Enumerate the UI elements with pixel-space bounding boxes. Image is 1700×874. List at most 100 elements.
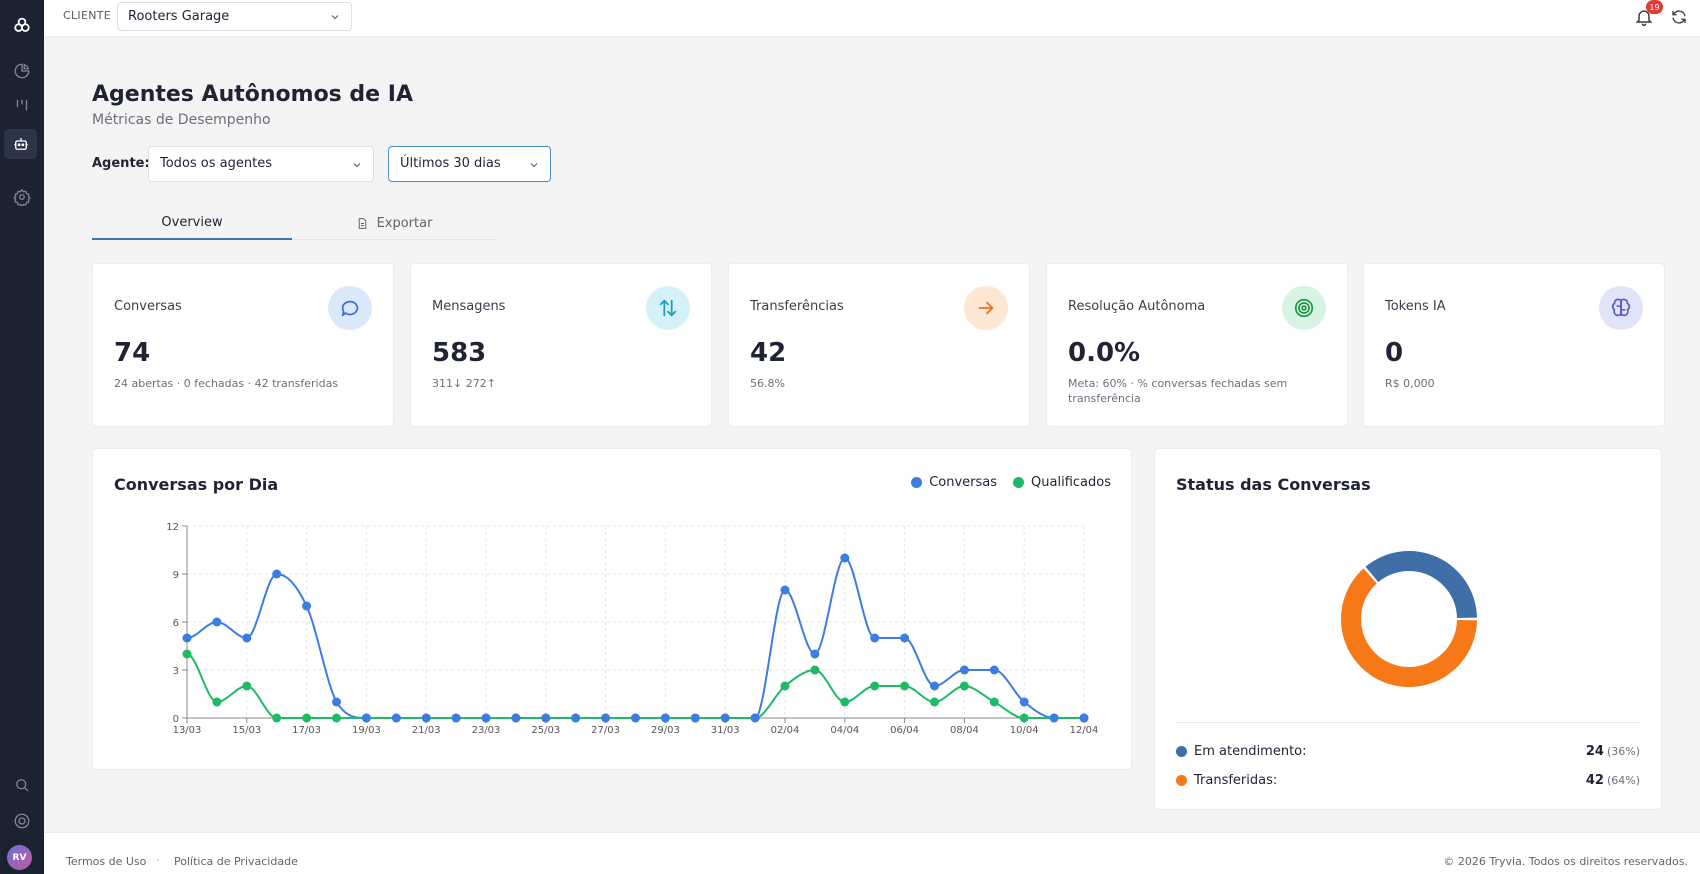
data-point-conversas xyxy=(989,665,999,675)
y-tick-label: 9 xyxy=(173,570,179,581)
metric-card-2: Transferências 42 56.8% xyxy=(728,263,1030,427)
metric-subtext: 311↓ 272↑ xyxy=(432,377,496,390)
data-point-qualificados xyxy=(840,697,850,707)
y-tick-label: 3 xyxy=(173,666,179,677)
x-tick-label: 12/04 xyxy=(1070,725,1099,736)
period-select[interactable]: Últimos 30 dias xyxy=(388,146,551,182)
data-point-conversas xyxy=(1079,713,1089,723)
data-point-qualificados xyxy=(930,697,939,707)
metric-value: 583 xyxy=(432,338,487,368)
kanban-icon[interactable] xyxy=(9,92,35,118)
data-point-conversas xyxy=(930,681,939,691)
metric-label: Conversas xyxy=(114,299,182,314)
metric-card-3: Resolução Autônoma 0.0% Meta: 60% · % conv… xyxy=(1046,263,1348,427)
metric-subtext: R$ 0,000 xyxy=(1385,377,1435,390)
data-point-conversas xyxy=(750,713,760,723)
page-subtitle: Métricas de Desempenho xyxy=(92,112,271,128)
avatar[interactable]: RV xyxy=(7,845,32,870)
x-tick-label: 15/03 xyxy=(232,725,261,736)
period-select-value: Últimos 30 dias xyxy=(400,156,501,171)
data-point-conversas xyxy=(571,713,581,723)
metric-label: Tokens IA xyxy=(1385,299,1446,314)
data-point-qualificados xyxy=(810,665,820,675)
x-tick-label: 31/03 xyxy=(711,725,740,736)
data-point-conversas xyxy=(451,713,461,723)
x-tick-label: 10/04 xyxy=(1010,725,1039,736)
logo-icon[interactable] xyxy=(9,12,35,38)
status-percent: (64%) xyxy=(1606,773,1640,787)
robot-icon[interactable] xyxy=(4,129,37,159)
client-label: CLIENTE xyxy=(63,9,112,22)
data-point-conversas xyxy=(481,713,491,723)
tab-overview-label: Overview xyxy=(161,214,223,230)
gear-icon[interactable] xyxy=(9,184,35,210)
data-point-qualificados xyxy=(780,681,790,691)
x-tick-label: 25/03 xyxy=(531,725,560,736)
metric-value: 42 xyxy=(750,338,787,368)
data-point-qualificados xyxy=(272,713,282,723)
chevron-down-icon xyxy=(353,163,361,168)
data-point-qualificados xyxy=(242,681,252,691)
chat-bubble-icon xyxy=(328,286,372,330)
status-title: Status das Conversas xyxy=(1176,475,1371,494)
status-donut-chart xyxy=(1341,551,1477,687)
notification-badge: 19 xyxy=(1646,0,1663,14)
legend-item-conversas[interactable]: Conversas xyxy=(911,475,997,490)
metric-subtext: 56.8% xyxy=(750,377,785,390)
donut-slice-1[interactable] xyxy=(1341,568,1477,687)
data-point-conversas xyxy=(182,633,192,643)
tab-export-label: Exportar xyxy=(376,215,433,231)
privacy-link[interactable]: Política de Privacidade xyxy=(174,855,298,868)
help-icon[interactable] xyxy=(9,808,35,834)
metric-label: Resolução Autônoma xyxy=(1068,299,1206,314)
legend-item-qualificados[interactable]: Qualificados xyxy=(1013,475,1111,490)
data-point-qualificados xyxy=(1019,713,1029,723)
metric-subtext: 24 abertas · 0 fechadas · 42 transferida… xyxy=(114,377,339,390)
status-row-em-atendimento: Em atendimento: 24 (36%) xyxy=(1176,742,1640,760)
terms-link[interactable]: Termos de Uso xyxy=(66,855,147,868)
donut-slice-0[interactable] xyxy=(1365,551,1477,619)
data-point-conversas xyxy=(840,553,850,563)
data-point-qualificados xyxy=(212,697,222,707)
data-point-conversas xyxy=(242,633,252,643)
legend-label: Qualificados xyxy=(1031,475,1111,490)
data-point-conversas xyxy=(1019,697,1029,707)
status-card: Status das Conversas Em atendimento: 24 … xyxy=(1154,448,1662,810)
client-select[interactable]: Rooters Garage xyxy=(117,2,352,31)
chart-legend: Conversas Qualificados xyxy=(911,475,1111,490)
tab-overview[interactable]: Overview xyxy=(92,206,292,240)
data-point-conversas xyxy=(900,633,910,643)
data-point-qualificados xyxy=(900,681,910,691)
search-icon[interactable] xyxy=(9,772,35,798)
refresh-icon[interactable] xyxy=(1670,8,1688,26)
brain-icon xyxy=(1599,286,1643,330)
chevron-down-icon xyxy=(331,15,339,20)
tab-export[interactable]: Exportar xyxy=(292,206,496,240)
topbar: CLIENTE Rooters Garage 19 xyxy=(44,0,1700,37)
agent-select[interactable]: Todos os agentes xyxy=(148,146,374,182)
chart-pie-icon[interactable] xyxy=(9,58,35,84)
metric-label: Transferências xyxy=(750,299,844,314)
conversations-chart-card: 0 3 6 9 12 13/03 15/03 17/03 19/03 21/03 23/03 25/0… xyxy=(92,448,1132,770)
data-point-conversas xyxy=(361,713,371,723)
data-point-conversas xyxy=(720,713,730,723)
x-tick-label: 23/03 xyxy=(472,725,501,736)
data-point-conversas xyxy=(1049,713,1059,723)
data-point-qualificados xyxy=(302,713,312,723)
legend-label: Conversas xyxy=(929,475,998,490)
arrow-right-icon xyxy=(964,286,1008,330)
legend-dot xyxy=(1013,477,1025,488)
tab-bar: Overview Exportar xyxy=(92,206,496,240)
footer-separator: · xyxy=(156,854,160,867)
status-dot xyxy=(1176,745,1187,757)
x-tick-label: 29/03 xyxy=(651,725,680,736)
status-label: Transferidas: xyxy=(1194,772,1278,788)
data-point-conversas xyxy=(212,617,222,627)
data-point-conversas xyxy=(421,713,431,723)
x-tick-label: 27/03 xyxy=(591,725,620,736)
x-tick-label: 19/03 xyxy=(352,725,381,736)
status-row-transferidas: Transferidas: 42 (64%) xyxy=(1176,771,1640,789)
status-label: Em atendimento: xyxy=(1194,743,1307,759)
bell-icon[interactable] xyxy=(1634,7,1654,27)
data-point-qualificados xyxy=(870,681,880,691)
